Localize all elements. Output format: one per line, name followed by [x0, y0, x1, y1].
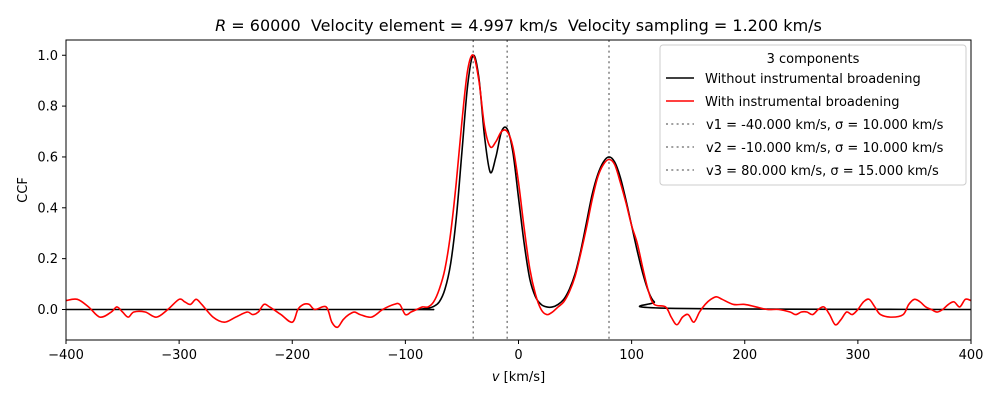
- legend-label: Without instrumental broadening: [705, 72, 921, 87]
- x-tick-label: 300: [845, 348, 870, 363]
- x-axis-label-symbol: v: [492, 370, 500, 385]
- legend-label: With instrumental broadening: [705, 95, 900, 110]
- x-tick-label: 200: [732, 348, 757, 363]
- y-axis: 0.0 0.2 0.4 0.6 0.8 1.0: [37, 49, 66, 318]
- legend-item-with-broadening: With instrumental broadening: [666, 95, 900, 110]
- y-axis-label: CCF: [16, 177, 31, 203]
- y-tick-label: 0.0: [37, 303, 58, 318]
- legend-item-without-broadening: Without instrumental broadening: [666, 72, 921, 87]
- x-tick-label: −300: [161, 348, 197, 363]
- legend-item-v2: v2 = -10.000 km/s, σ = 10.000 km/s: [666, 141, 944, 156]
- y-tick-label: 0.2: [37, 252, 58, 267]
- legend-label: v1 = -40.000 km/s, σ = 10.000 km/s: [706, 118, 944, 133]
- series-with-broadening: [66, 54, 971, 329]
- legend-label: v3 = 80.000 km/s, σ = 15.000 km/s: [706, 164, 939, 179]
- x-tick-label: −100: [388, 348, 424, 363]
- x-tick-label: −400: [48, 348, 84, 363]
- y-tick-label: 0.8: [37, 100, 58, 115]
- legend-label: v2 = -10.000 km/s, σ = 10.000 km/s: [706, 141, 944, 156]
- y-tick-label: 1.0: [37, 49, 58, 64]
- legend-item-v3: v3 = 80.000 km/s, σ = 15.000 km/s: [666, 164, 939, 179]
- x-axis: −400 −300 −200 −100 0 100 200 300 400: [48, 340, 983, 363]
- legend-box: [659, 44, 967, 186]
- x-tick-label: 400: [959, 348, 984, 363]
- chart-title: R = 60000 Velocity element = 4.997 km/s …: [215, 16, 822, 35]
- legend: 3 components Without instrumental broade…: [659, 44, 967, 186]
- x-tick-label: 100: [619, 348, 644, 363]
- y-tick-label: 0.4: [37, 201, 58, 216]
- legend-item-v1: v1 = -40.000 km/s, σ = 10.000 km/s: [666, 118, 944, 133]
- legend-title: 3 components: [767, 52, 860, 67]
- title-r-symbol: R: [215, 16, 226, 35]
- y-tick-label: 0.6: [37, 150, 58, 165]
- x-axis-label: v [km/s]: [492, 370, 545, 385]
- title-text: = 60000 Velocity element = 4.997 km/s Ve…: [226, 16, 822, 35]
- x-axis-label-unit: [km/s]: [500, 370, 546, 385]
- x-tick-label: −200: [274, 348, 310, 363]
- x-tick-label: 0: [514, 348, 522, 363]
